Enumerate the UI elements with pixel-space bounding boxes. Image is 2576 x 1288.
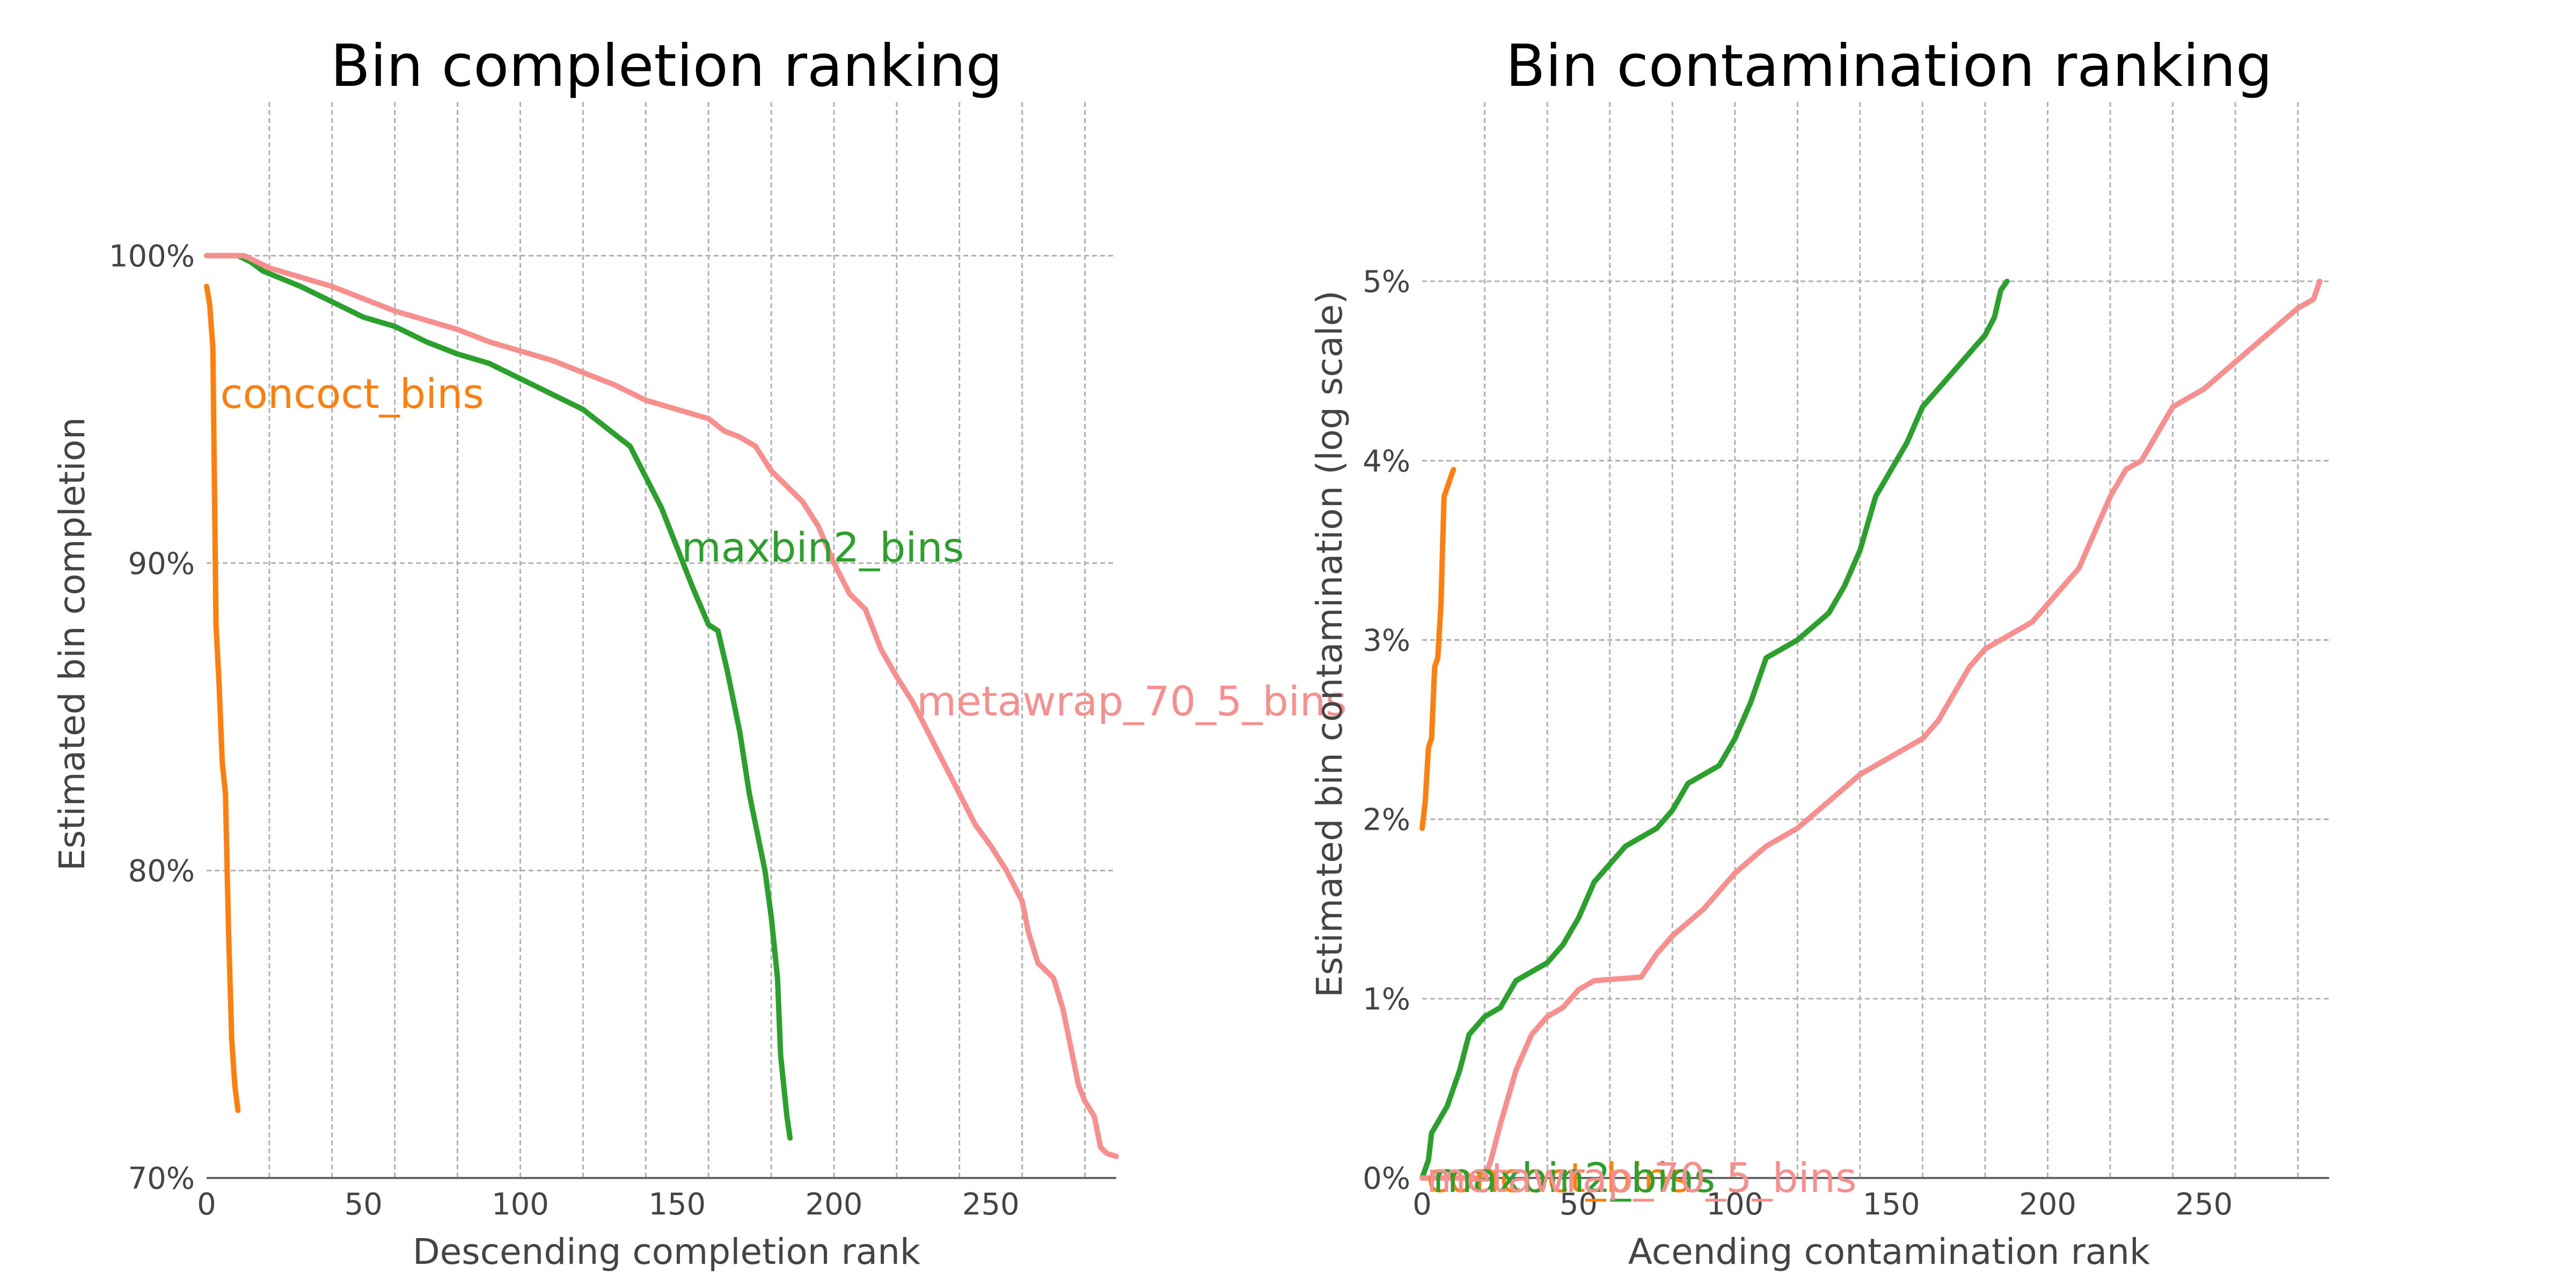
y-tick-label: 70% (128, 1161, 195, 1196)
series-line-concoct-bins (204, 283, 241, 1113)
x-tick-label: 0 (197, 1187, 216, 1222)
y-tick-label: 2% (1363, 803, 1410, 838)
x-tick-label: 0 (1413, 1187, 1432, 1222)
series-label-metawrap-70-5-bins: metawrap_70_5_bins (1426, 1154, 1857, 1202)
y-tick-label: 90% (128, 546, 195, 581)
y-axis-label: Estimated bin contamination (log scale) (1309, 290, 1350, 998)
series-label-maxbin2-bins: maxbin2_bins (1433, 1154, 1716, 1202)
chart-title: Bin contamination ranking (1506, 33, 2273, 100)
series-label-maxbin2-bins: maxbin2_bins (682, 524, 964, 572)
series-labels: concoct_bins maxbin2_bins metawrap_70_5_bi… (221, 370, 1347, 725)
series-lines (1419, 279, 2323, 1181)
tick-labels: 0 50 100 150 200 250 0% 1% 2% 3% 4% 5% (1363, 265, 2233, 1222)
y-tick-label: 0% (1363, 1161, 1410, 1196)
series-labels: concoct_binsmaxbin2_binsmetawrap_70_5_bi… (1426, 1154, 1857, 1202)
x-tick-label: 50 (345, 1187, 383, 1222)
y-tick-label: 4% (1363, 444, 1410, 479)
tick-labels: 0 50 100 150 200 250 70% 80% 90% 100% (109, 239, 1020, 1222)
series-lines (204, 253, 1119, 1159)
grid (207, 102, 1116, 1178)
y-tick-label: 3% (1363, 624, 1410, 658)
y-tick-label: 5% (1363, 265, 1410, 299)
series-line-maxbin2-bins (1419, 279, 2010, 1181)
x-tick-label: 250 (962, 1187, 1020, 1222)
series-line-concoct-bins (1419, 467, 1457, 831)
y-tick-label: 80% (128, 854, 195, 889)
completion-chart: Bin completion ranking 0 50 100 150 200 250 70… (52, 33, 1347, 1272)
y-tick-label: 100% (109, 239, 195, 274)
x-tick-label: 200 (806, 1187, 863, 1222)
x-tick-label: 100 (492, 1187, 549, 1222)
y-tick-label: 1% (1363, 982, 1410, 1017)
x-axis-label: Descending completion rank (413, 1231, 921, 1272)
x-tick-label: 50 (1560, 1187, 1598, 1222)
series-label-metawrap-70-5-bins: metawrap_70_5_bins (917, 677, 1347, 725)
contamination-chart: Bin contamination ranking 0 50 100 150 200 25… (1309, 33, 2329, 1272)
series-line-metawrap-70-5-bins (204, 253, 1119, 1159)
x-tick-label: 150 (648, 1187, 706, 1222)
series-line-maxbin2-bins (204, 253, 793, 1141)
x-tick-label: 200 (2019, 1187, 2076, 1222)
x-axis-label: Acending contamination rank (1628, 1231, 2150, 1272)
x-tick-label: 250 (2175, 1187, 2233, 1222)
x-tick-label: 150 (1863, 1187, 1920, 1222)
chart-title: Bin completion ranking (331, 33, 1002, 100)
grid (1422, 102, 2329, 1178)
y-axis-label: Estimated bin completion (52, 417, 93, 871)
series-label-concoct-bins: concoct_bins (221, 370, 484, 418)
series-label-concoct-bins: concoct_bins (1426, 1154, 1690, 1202)
series-line-metawrap-70-5-bins (1419, 279, 2323, 1181)
x-tick-label: 100 (1706, 1187, 1763, 1222)
